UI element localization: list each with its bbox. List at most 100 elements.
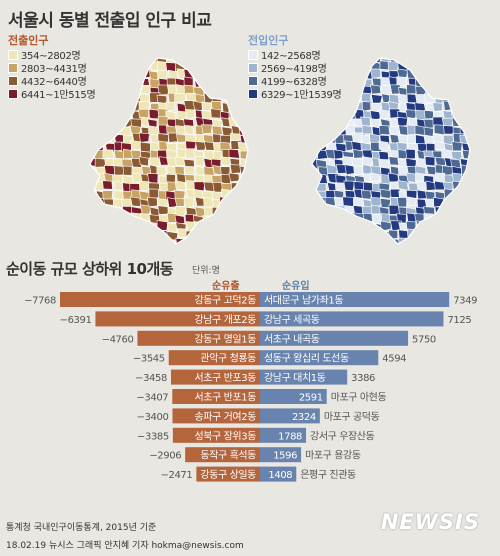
legend-in-item: 2569~4198명 — [248, 61, 341, 75]
bar-inflow — [260, 311, 444, 327]
district-cell — [166, 223, 178, 233]
section-title: 순이동 규모 상하위 10개동 — [6, 260, 174, 278]
district-cell — [370, 68, 382, 79]
bar-inflow-value: 5750 — [412, 334, 436, 345]
legend-in-label: 6329~1만1539명 — [261, 90, 342, 101]
unit-label: 단위:명 — [192, 266, 220, 276]
bar-outflow-value: −3545 — [133, 354, 165, 365]
legend-out-item: 354~2802명 — [8, 48, 95, 62]
newsis-logo: NEWSIS — [380, 510, 480, 534]
legend-out: 전출인구 354~2802명 2803~4431명 4432~6440명 6441~1… — [8, 32, 96, 101]
bar-outflow-label: 강동구 명일1동 — [194, 333, 256, 345]
district-cell — [370, 110, 382, 121]
legend-in-label: 4199~6328명 — [261, 77, 327, 88]
legend-out-label: 4432~6440명 — [21, 77, 87, 88]
district-cell — [174, 214, 185, 226]
bar-inflow — [260, 408, 320, 424]
col-out-label: 순유출 — [212, 281, 240, 292]
district-cell — [203, 197, 214, 208]
district-cell — [228, 148, 240, 159]
seoul-outline — [89, 57, 249, 245]
bar-outflow-label: 강동구 고덕2동 — [194, 295, 256, 307]
bar-inflow-value: 1408 — [268, 470, 292, 481]
bar-outflow-label: 송파구 거여2동 — [194, 411, 256, 423]
source-text: 통계청 국내인구이동통계, 2015년 기준 — [6, 523, 157, 533]
district-cell — [158, 213, 171, 224]
bar-outflow — [60, 292, 260, 307]
bar-outflow-value: −7768 — [24, 296, 56, 307]
district-cell — [389, 94, 400, 105]
district-cell — [405, 196, 418, 206]
district-cell — [102, 149, 114, 159]
bar-outflow — [170, 369, 260, 385]
bar-inflow-label: 서초구 내곡동 — [264, 333, 320, 345]
bar-inflow — [260, 447, 302, 463]
district-cell — [156, 166, 167, 177]
bar-inflow-value: 1788 — [278, 431, 302, 442]
bar-outflow-label: 강남구 개포2동 — [194, 314, 256, 326]
bar-outflow-label: 서초구 반포1동 — [194, 392, 256, 404]
district-cell — [415, 180, 427, 191]
district-cell — [229, 164, 242, 174]
legend-out-item: 4432~6440명 — [8, 74, 95, 88]
bar-outflow-value: −3458 — [135, 373, 167, 384]
bar-outflow-value: −3385 — [137, 431, 169, 442]
district-cell — [183, 197, 195, 208]
bar-outflow — [95, 311, 260, 327]
bar-inflow-value: 2591 — [299, 393, 323, 404]
legend-in-swatch — [248, 88, 258, 99]
bar-outflow-value: −3407 — [136, 393, 168, 404]
district-cell — [147, 196, 158, 208]
bar-inflow-label: 마포구 용강동 — [305, 450, 361, 462]
bar-outflow-value: −2906 — [149, 451, 181, 462]
district-cell — [451, 141, 463, 152]
district-cell — [211, 100, 222, 111]
bar-inflow — [260, 292, 450, 307]
legend-out-swatch — [8, 62, 18, 73]
district-cell — [370, 94, 383, 104]
district-cell — [406, 124, 418, 136]
district-cell — [423, 119, 434, 129]
bar-inflow-value: 7125 — [447, 315, 471, 326]
district-cell — [194, 140, 207, 151]
bar-inflow-value: 2324 — [292, 412, 316, 423]
bar-inflow — [260, 427, 307, 443]
bar-inflow-label: 은평구 진관동 — [300, 469, 356, 481]
legend-out-label: 2803~4431명 — [21, 64, 87, 75]
bar-inflow — [260, 369, 348, 385]
district-cell — [370, 197, 382, 207]
bar-inflow-label: 마포구 아현동 — [331, 392, 387, 404]
credit-text: 18.02.19 뉴시스 그래픽 안지혜 기자 hokma@newsis.com — [6, 541, 244, 551]
district-cell — [353, 196, 365, 207]
bar-inflow — [260, 389, 327, 404]
seoul-outline — [311, 57, 471, 245]
district-cell — [138, 156, 149, 167]
district-cell — [184, 109, 195, 120]
district-cell — [405, 109, 417, 120]
bar-inflow-label: 강남구 세곡동 — [264, 314, 320, 326]
bar-outflow — [185, 447, 260, 463]
district-cell — [443, 125, 455, 135]
legend-out-swatch — [8, 49, 18, 60]
district-cell — [201, 124, 213, 134]
legend-in-item: 6329~1만1539명 — [248, 87, 342, 101]
bar-outflow-label: 강동구 상일동 — [200, 469, 256, 481]
district-cell — [405, 172, 417, 183]
district-cell — [378, 140, 390, 152]
bar-inflow-label: 강남구 대치1동 — [264, 372, 326, 384]
legend-out-swatch — [8, 88, 18, 99]
district-cell — [424, 156, 436, 167]
legend-in-swatch — [248, 62, 258, 73]
bar-inflow-label: 강서구 우장산동 — [310, 430, 375, 442]
bar-outflow-label: 관악구 청룡동 — [200, 353, 256, 365]
bar-outflow — [168, 350, 260, 366]
bar-inflow-label: 성동구 왕십리 도선동 — [264, 353, 349, 365]
district-cell — [139, 204, 152, 216]
bar-outflow — [196, 466, 260, 482]
district-cell — [174, 206, 187, 217]
district-cell — [148, 157, 161, 167]
district-cell — [165, 101, 176, 111]
legend-in-item: 4199~6328명 — [248, 74, 341, 88]
district-cell — [211, 125, 223, 136]
